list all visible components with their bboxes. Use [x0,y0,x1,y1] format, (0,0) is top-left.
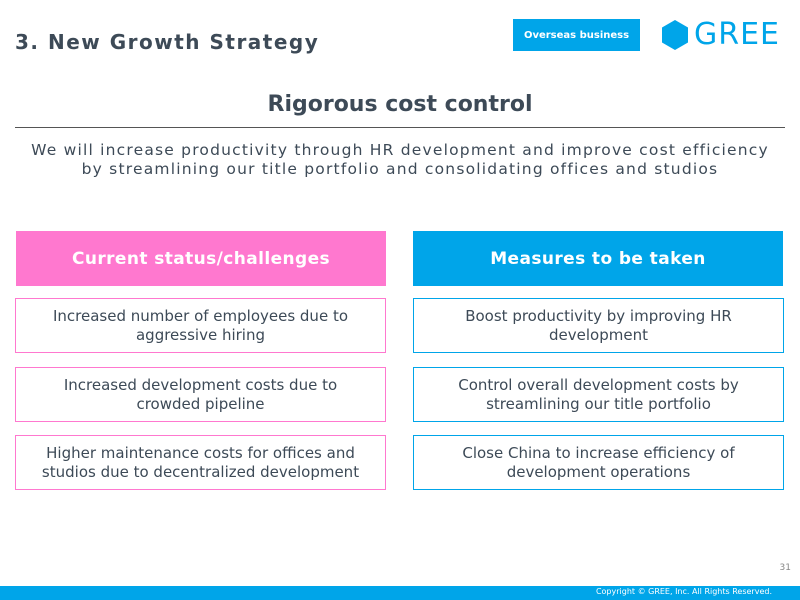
page-number: 31 [779,563,791,573]
section-title: 3. New Growth Strategy [15,30,320,54]
challenge-box: Increased development costs due to crowde… [15,367,386,422]
measure-text-line: Close China to increase efficiency of [462,443,735,462]
challenge-box: Higher maintenance costs for offices and… [15,435,386,490]
subtitle: We will increase productivity through HR… [10,141,790,179]
measure-text-line: Control overall development costs by [458,375,739,394]
measures-header: Measures to be taken [413,231,783,286]
measure-text-line: development [549,325,648,344]
headline-divider [15,127,785,128]
copyright-text: Copyright © GREE, Inc. All Rights Reserv… [595,587,772,596]
measure-box: Control overall development costs by stre… [413,367,784,422]
gree-hexagon-icon [662,20,688,50]
challenge-box: Increased number of employees due to aggr… [15,298,386,353]
measure-box: Close China to increase efficiency of dev… [413,435,784,490]
challenge-text-line: aggressive hiring [135,325,265,344]
challenge-text-line: Higher maintenance costs for offices and [46,443,355,462]
logo-text: GREE [694,17,781,52]
challenge-text-line: Increased development costs due to [63,375,338,394]
footer-bar: Copyright © GREE, Inc. All Rights Reserv… [0,586,800,600]
challenge-text-line: studios due to decentralized development [41,462,360,481]
challenge-text-line: Increased number of employees due to [52,306,348,325]
measure-text-line: streamlining our title portfolio [486,394,711,413]
measure-text-line: development operations [506,462,691,481]
overseas-business-badge: Overseas business [513,19,640,51]
subtitle-line-2: by streamlining our title portfolio and … [81,160,719,178]
gree-logo: GREE [661,19,780,51]
current-status-header: Current status/challenges [16,231,386,286]
challenge-text-line: crowded pipeline [136,394,265,413]
measure-text-line: Boost productivity by improving HR [465,306,732,325]
subtitle-line-1: We will increase productivity through HR… [31,141,769,159]
headline: Rigorous cost control [267,92,533,117]
measure-box: Boost productivity by improving HR develo… [413,298,784,353]
